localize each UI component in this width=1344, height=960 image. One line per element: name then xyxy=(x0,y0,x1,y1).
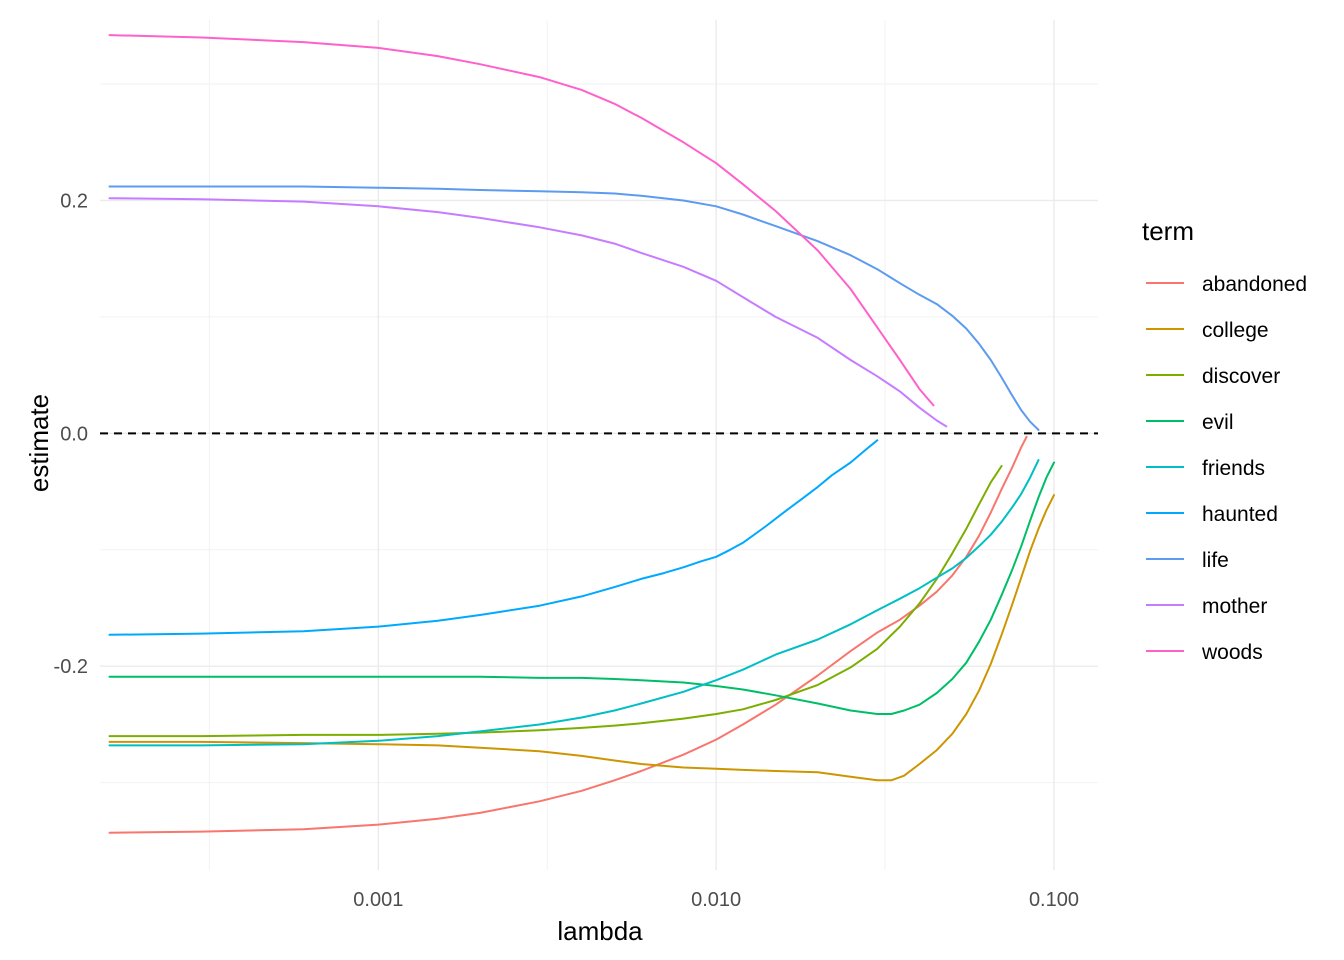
legend-label: discover xyxy=(1202,365,1280,388)
legend-label: college xyxy=(1202,319,1269,342)
series-line-friends xyxy=(108,459,1040,747)
legend-item-abandoned: abandoned xyxy=(1146,273,1307,296)
y-tick-label: 0.0 xyxy=(60,423,88,445)
legend-item-woods: woods xyxy=(1146,641,1263,664)
x-tick-label: 0.010 xyxy=(691,889,741,911)
legend-item-discover: discover xyxy=(1146,365,1280,388)
legend-label: mother xyxy=(1202,595,1267,618)
legend-item-haunted: haunted xyxy=(1146,503,1278,526)
series-line-mother xyxy=(108,197,948,428)
x-tick-label: 0.100 xyxy=(1029,889,1079,911)
series-line-abandoned xyxy=(108,435,1028,834)
y-tick-label: 0.2 xyxy=(60,190,88,212)
legend-label: haunted xyxy=(1202,503,1278,526)
grid-lines xyxy=(100,20,1098,870)
series-line-discover xyxy=(108,465,1003,738)
legend: term abandoned college discover evil friends… xyxy=(1142,216,1307,664)
legend-item-evil: evil xyxy=(1146,411,1234,434)
legend-label: evil xyxy=(1202,411,1234,434)
series-line-haunted xyxy=(108,439,879,636)
series-line-evil xyxy=(108,461,1055,715)
y-axis-tick-labels: -0.2 0.0 0.2 xyxy=(54,190,88,678)
legend-title: term xyxy=(1142,216,1194,246)
legend-item-mother: mother xyxy=(1146,595,1267,618)
legend-label: woods xyxy=(1201,641,1263,664)
legend-item-friends: friends xyxy=(1146,457,1265,480)
x-tick-label: 0.001 xyxy=(353,889,403,911)
series-lines xyxy=(108,34,1055,834)
series-line-life xyxy=(108,185,1040,431)
series-line-college xyxy=(108,494,1055,782)
x-axis-title: lambda xyxy=(557,916,643,946)
legend-label: life xyxy=(1202,549,1229,572)
y-axis-title: estimate xyxy=(24,394,54,492)
legend-item-life: life xyxy=(1146,549,1229,572)
legend-label: friends xyxy=(1202,457,1265,480)
x-axis-tick-labels: 0.001 0.010 0.100 xyxy=(353,889,1079,911)
legend-label: abandoned xyxy=(1202,273,1307,296)
legend-item-college: college xyxy=(1146,319,1269,342)
y-tick-label: -0.2 xyxy=(54,656,88,678)
series-line-woods xyxy=(108,34,935,407)
